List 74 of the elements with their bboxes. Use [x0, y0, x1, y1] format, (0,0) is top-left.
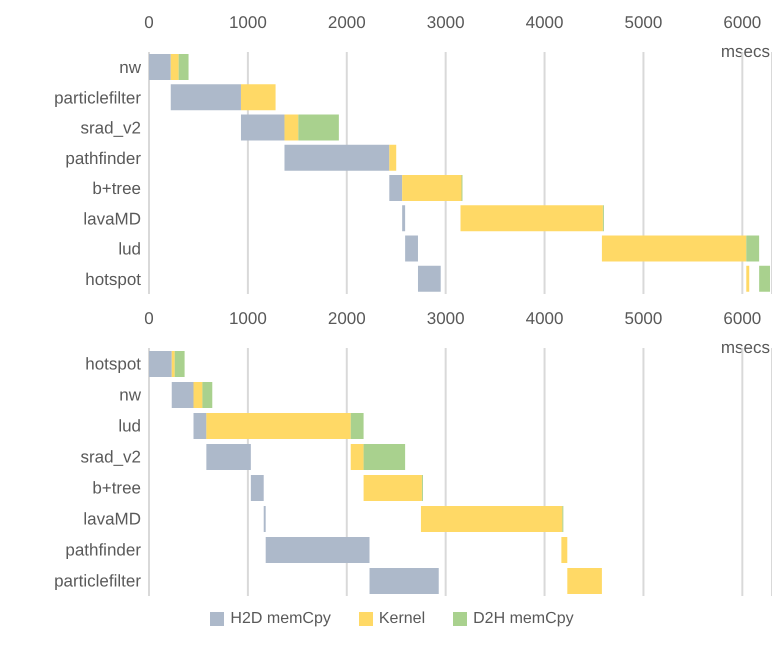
bar	[250, 475, 264, 501]
legend-label: D2H memCpy	[473, 610, 574, 628]
x-axis-title: msecs	[720, 338, 770, 358]
x-tick-label: 0	[144, 309, 154, 328]
y-tick-label: particlefilter	[54, 88, 142, 108]
bar	[266, 537, 370, 563]
bar	[460, 205, 603, 232]
x-tick-label: 4000	[526, 309, 564, 328]
x-tick-label: 2000	[328, 13, 366, 32]
bar	[420, 506, 562, 532]
bar	[194, 413, 206, 439]
y-tick-label: nw	[119, 58, 142, 78]
bar	[746, 266, 750, 292]
bar	[284, 114, 298, 140]
x-tick-label: 1000	[228, 309, 267, 328]
y-tick-label: srad_v2	[80, 448, 141, 467]
y-tick-label: b+tree	[92, 179, 141, 198]
y-tick-label: lavaMD	[83, 510, 141, 529]
x-tick-label: 6000	[723, 309, 762, 328]
x-tick-label: 3000	[426, 13, 465, 32]
x-tick-label: 4000	[526, 13, 564, 32]
bar	[172, 382, 194, 408]
x-axis-title: msecs	[720, 42, 770, 62]
bar	[194, 382, 202, 408]
bar	[149, 351, 172, 377]
legend-label: H2D memCpy	[230, 610, 331, 628]
bar	[602, 236, 746, 262]
bar	[389, 144, 396, 171]
bar	[402, 175, 462, 201]
x-tick-label: 5000	[624, 309, 662, 328]
bar	[170, 54, 179, 80]
x-tick-label: 5000	[624, 13, 662, 32]
bar	[178, 54, 189, 80]
y-tick-label: srad_v2	[80, 118, 141, 138]
y-tick-label: lud	[118, 240, 141, 259]
bar	[170, 84, 241, 110]
bar	[202, 382, 212, 408]
bar	[350, 413, 364, 439]
x-tick-label: 6000	[723, 13, 762, 32]
bar	[370, 568, 439, 594]
y-tick-label: nw	[119, 386, 142, 405]
y-tick-label: lud	[118, 416, 141, 436]
y-tick-label: hotspot	[85, 270, 142, 289]
bar	[206, 413, 351, 439]
x-tick-label: 0	[144, 13, 154, 32]
y-tick-label: hotspot	[85, 354, 142, 374]
y-tick-label: particlefilter	[54, 572, 142, 591]
bar	[284, 144, 390, 171]
bar	[567, 568, 602, 594]
bar	[364, 475, 422, 501]
x-tick-label: 3000	[426, 309, 465, 328]
bar	[746, 236, 760, 262]
bar	[240, 114, 284, 140]
y-tick-label: b+tree	[92, 478, 141, 498]
y-tick-label: pathfinder	[65, 540, 142, 560]
bar	[298, 114, 339, 140]
bar	[561, 537, 568, 563]
bar	[174, 351, 185, 377]
bar	[759, 266, 770, 292]
x-tick-label: 2000	[328, 309, 366, 328]
bar	[206, 444, 251, 470]
bar	[149, 54, 171, 80]
x-tick-label: 1000	[228, 13, 267, 32]
bar	[364, 444, 406, 470]
y-tick-label: pathfinder	[65, 148, 142, 168]
bar	[240, 84, 276, 110]
bar	[389, 175, 402, 201]
y-tick-label: lavaMD	[83, 209, 141, 228]
legend-label: Kernel	[378, 610, 426, 628]
bar	[418, 266, 441, 292]
bar	[350, 444, 364, 470]
bar	[405, 236, 418, 262]
bar	[172, 351, 175, 377]
bar	[402, 205, 406, 232]
